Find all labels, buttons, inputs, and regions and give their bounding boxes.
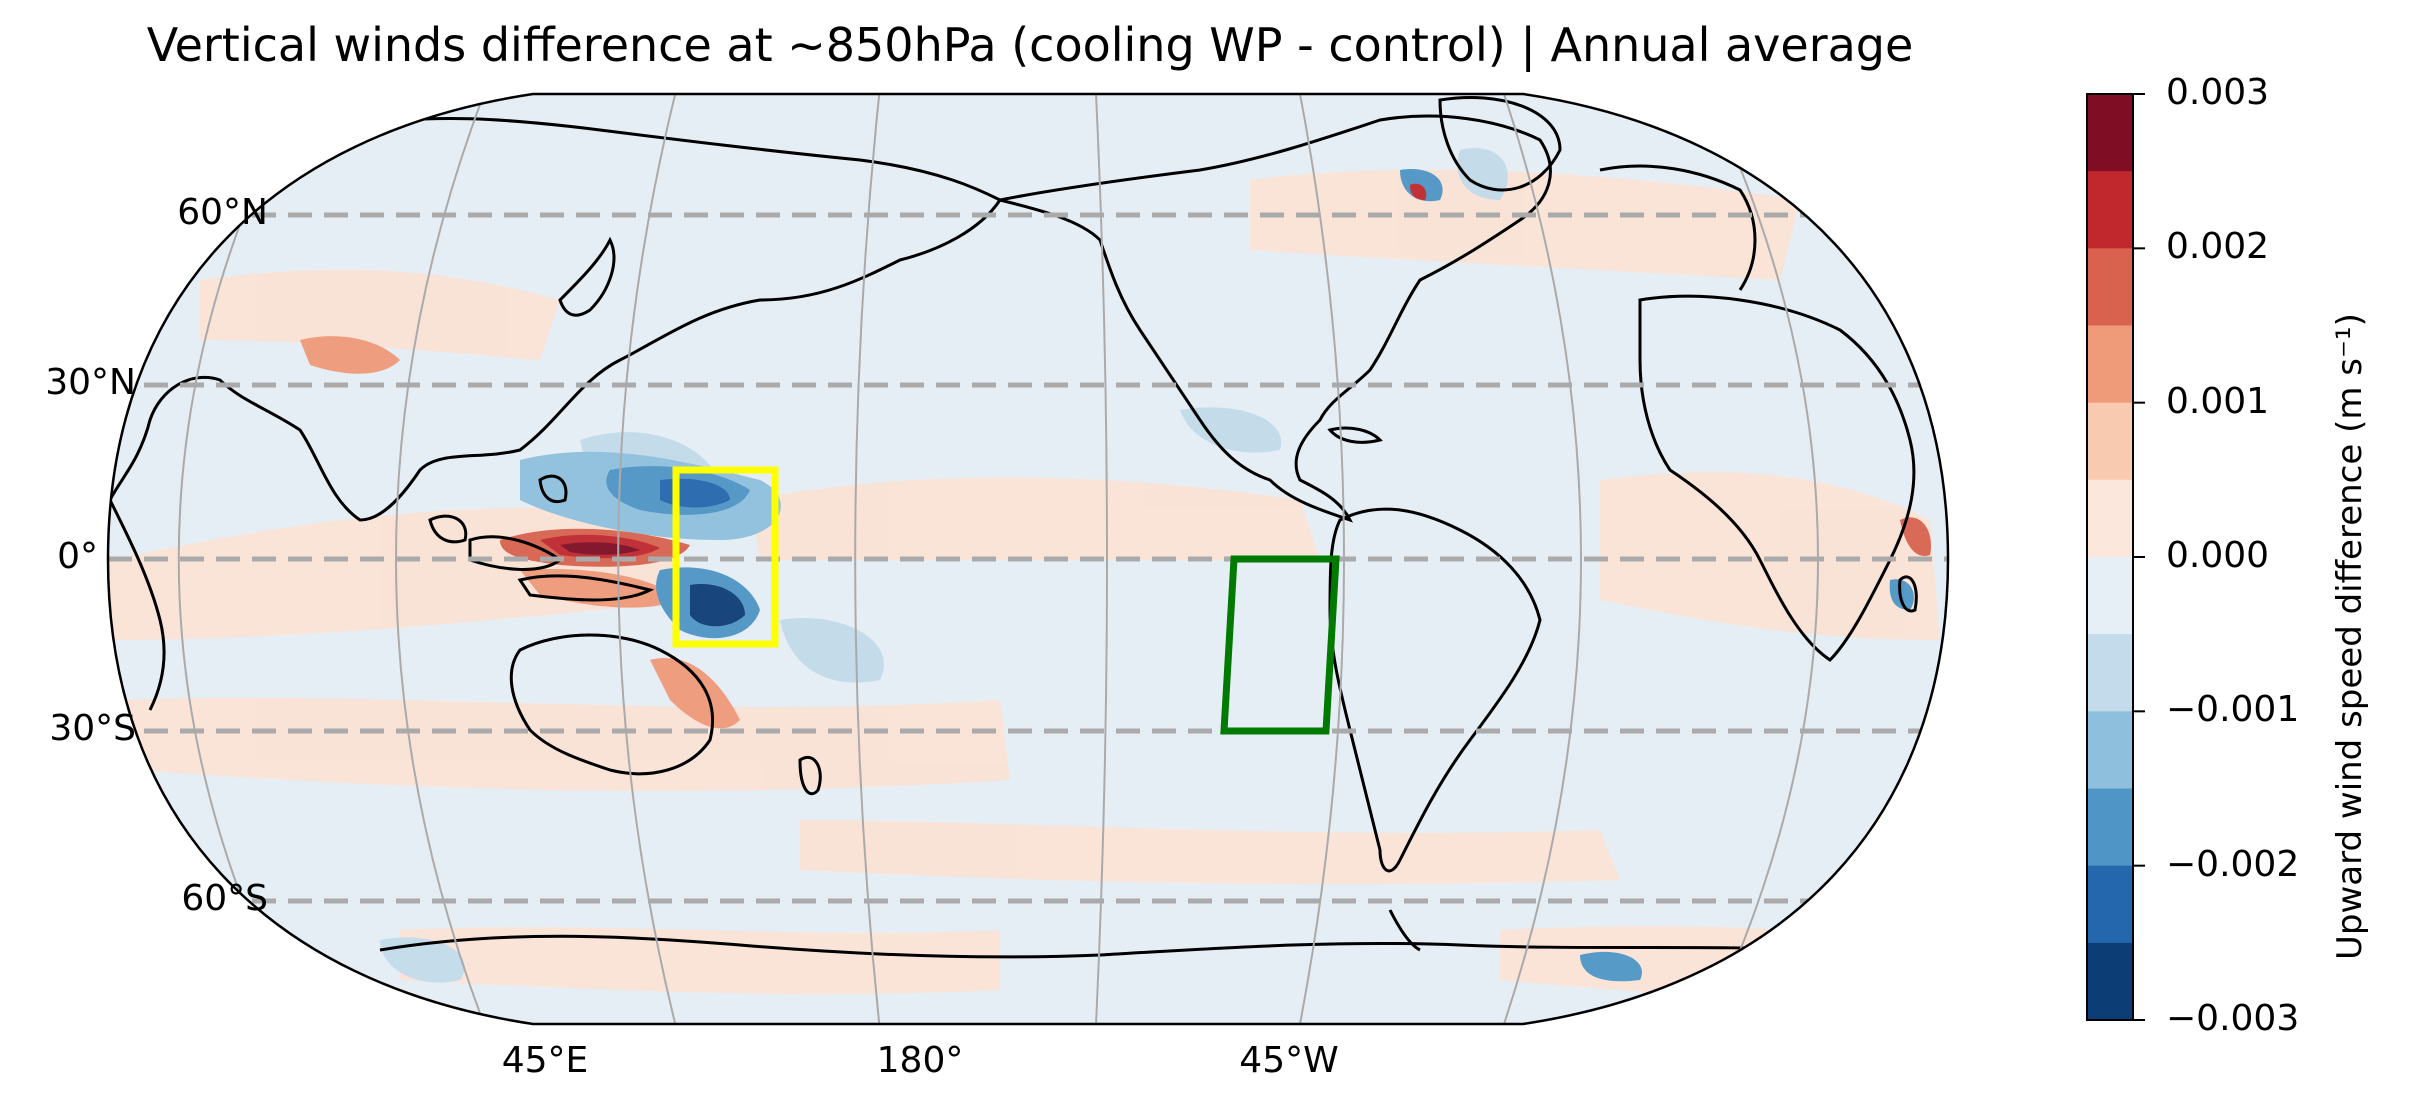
west-pacific-box xyxy=(672,466,779,648)
lat-label-60n: 60°N xyxy=(177,192,268,233)
colorbar-tick-label: 0.001 xyxy=(2166,380,2270,422)
lon-label-45w: 45°W xyxy=(1239,1040,1339,1081)
lat-label-30n: 30°N xyxy=(45,362,136,403)
lat-label-60s: 60°S xyxy=(181,878,268,919)
latitude-lines xyxy=(108,212,1948,904)
southeast-pacific-box xyxy=(1220,555,1340,735)
lon-label-45e: 45°E xyxy=(501,1040,589,1081)
colorbar-tick-label: −0.001 xyxy=(2166,689,2300,731)
map-title: Vertical winds difference at ~850hPa (co… xyxy=(146,18,1914,72)
colorbar-tick-label: 0.003 xyxy=(2166,72,2270,113)
anomaly-field xyxy=(110,148,1948,1000)
lat-label-30s: 30°S xyxy=(49,708,136,749)
colorbar-tick-label: 0.002 xyxy=(2166,226,2270,268)
globe-outline xyxy=(106,92,1950,1026)
colorbar-tick-label: 0.000 xyxy=(2166,535,2270,576)
colorbar-label: Upward wind speed difference (m s⁻¹) xyxy=(2330,313,2370,960)
colorbar-tick-label: −0.002 xyxy=(2166,843,2300,885)
colorbar-tick-label: −0.003 xyxy=(2166,998,2300,1039)
lon-label-180: 180° xyxy=(876,1040,964,1081)
lat-label-0: 0° xyxy=(57,536,98,577)
